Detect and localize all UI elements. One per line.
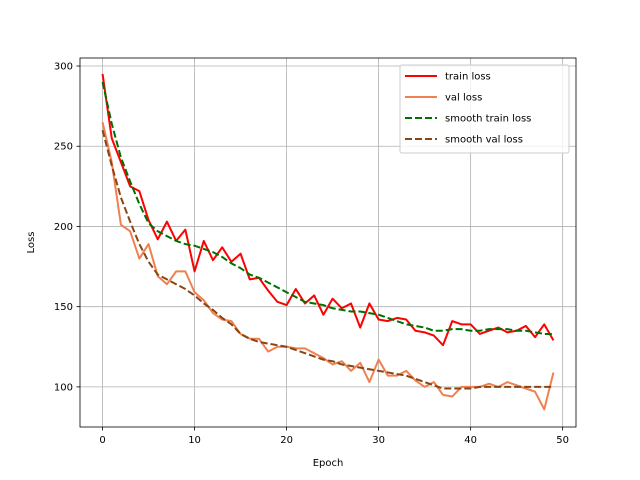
x-tick-label: 30: [372, 435, 385, 446]
y-tick-label: 300: [54, 62, 73, 73]
series-line-smooth-train-loss: [101, 81, 554, 335]
x-tick-label: 10: [188, 435, 201, 446]
x-tick-label: 20: [280, 435, 293, 446]
legend-entry: val loss: [445, 93, 482, 104]
plot-frame: [79, 57, 577, 428]
y-tick-label: 200: [54, 222, 73, 233]
x-tick-label: 50: [556, 435, 569, 446]
y-tick-label: 250: [54, 142, 73, 153]
legend: train loss val loss smooth train loss smoot…: [399, 64, 570, 154]
legend-box: [399, 64, 570, 154]
y-tick-label: 100: [54, 382, 73, 393]
series-line-train-loss: [101, 73, 555, 347]
legend-entry: train loss: [445, 72, 491, 83]
y-tick-label: 150: [54, 302, 73, 313]
legend-entry: smooth train loss: [445, 114, 531, 125]
legend-entry: smooth val loss: [445, 135, 523, 146]
y-axis-label: Loss: [26, 232, 37, 254]
x-tick-label: 40: [464, 435, 477, 446]
series-line-smooth-val-loss: [101, 129, 554, 390]
x-tick-label: 0: [99, 435, 105, 446]
x-axis-label: Epoch: [313, 458, 344, 469]
axis-ticks: 0 10 20 30 40 50 100 150 200 250 300: [54, 62, 569, 446]
plot-lines: [101, 73, 555, 411]
